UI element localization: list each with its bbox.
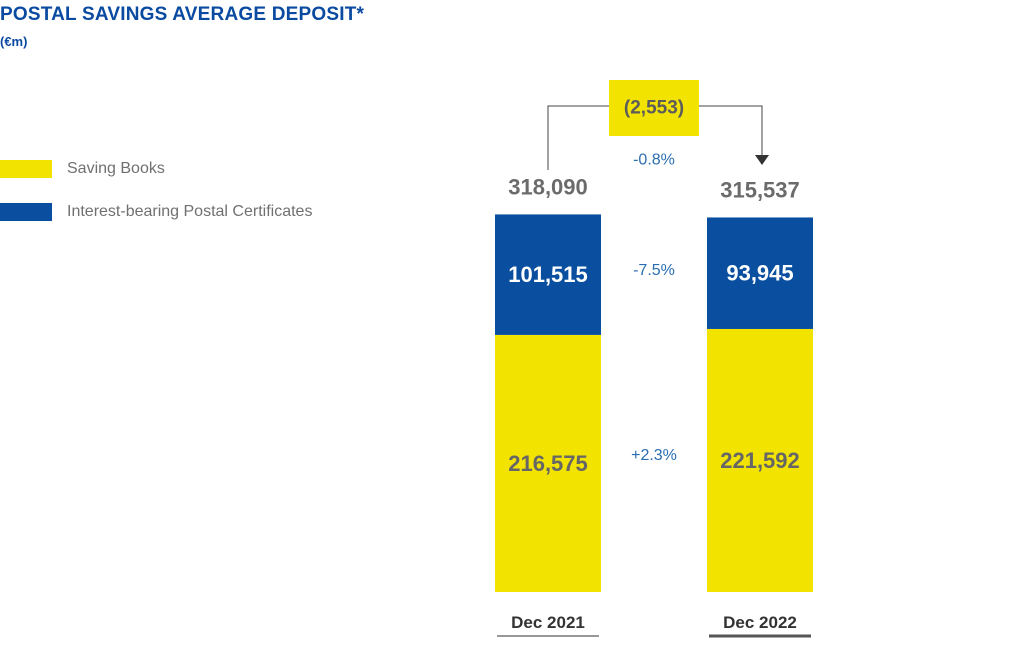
variation-label: (2,553): [624, 98, 684, 119]
bar-segment-1-0: [495, 214, 601, 335]
variation-box: [609, 80, 699, 136]
segment-value-label: 101,515: [508, 262, 588, 287]
total-change-label: -0.8%: [633, 152, 675, 169]
bar-segment-0-0: [495, 334, 601, 592]
category-label: Dec 2021: [511, 613, 585, 632]
legend-label-saving-books: Saving Books: [67, 160, 165, 177]
bar-segment-0-1: [707, 328, 813, 592]
chart-title: POSTAL SAVINGS AVERAGE DEPOSIT*: [0, 4, 365, 25]
bracket-right-line: [699, 105, 763, 155]
chart-unit: (€m): [0, 34, 28, 49]
arrow-down-icon: [755, 155, 769, 165]
legend-swatch-saving-books: [0, 160, 52, 178]
change-label: -7.5%: [633, 262, 675, 279]
legend-swatch-postal-certificates: [0, 203, 52, 221]
legend-label-postal-certificates: Interest-bearing Postal Certificates: [67, 203, 313, 220]
bracket-left-line: [547, 105, 609, 170]
segment-value-label: 221,592: [720, 448, 800, 473]
change-label: +2.3%: [631, 447, 677, 464]
total-label: 318,090: [508, 174, 588, 199]
category-label: Dec 2022: [723, 613, 797, 632]
total-label: 315,537: [720, 177, 800, 202]
segment-value-label: 93,945: [726, 261, 793, 286]
bar-segment-1-1: [707, 217, 813, 329]
segment-value-label: 216,575: [508, 451, 588, 476]
